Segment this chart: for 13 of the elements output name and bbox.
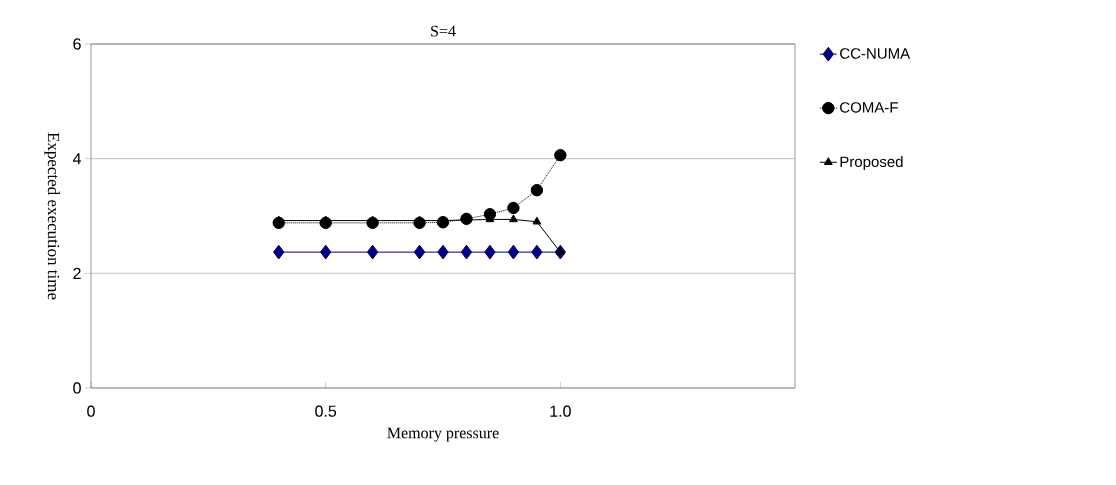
x-tick-label: 0 <box>87 405 95 417</box>
y-tick-label: 4 <box>72 153 82 165</box>
legend-label: CC-NUMA <box>840 48 911 59</box>
legend-label: Proposed <box>840 156 903 171</box>
x-tick-label: 0.5 <box>315 405 337 417</box>
x-tick-label: 1.0 <box>550 405 571 417</box>
x-axis-title: Memory pressure <box>387 427 499 442</box>
chart-title: S=4 <box>431 25 456 37</box>
y-tick-label: 0 <box>73 382 81 394</box>
legend-label: COMA-F <box>840 102 898 113</box>
y-axis-title: Expected execution time <box>44 132 60 300</box>
y-tick-label: 2 <box>73 267 81 279</box>
y-tick-label: 6 <box>73 38 81 50</box>
